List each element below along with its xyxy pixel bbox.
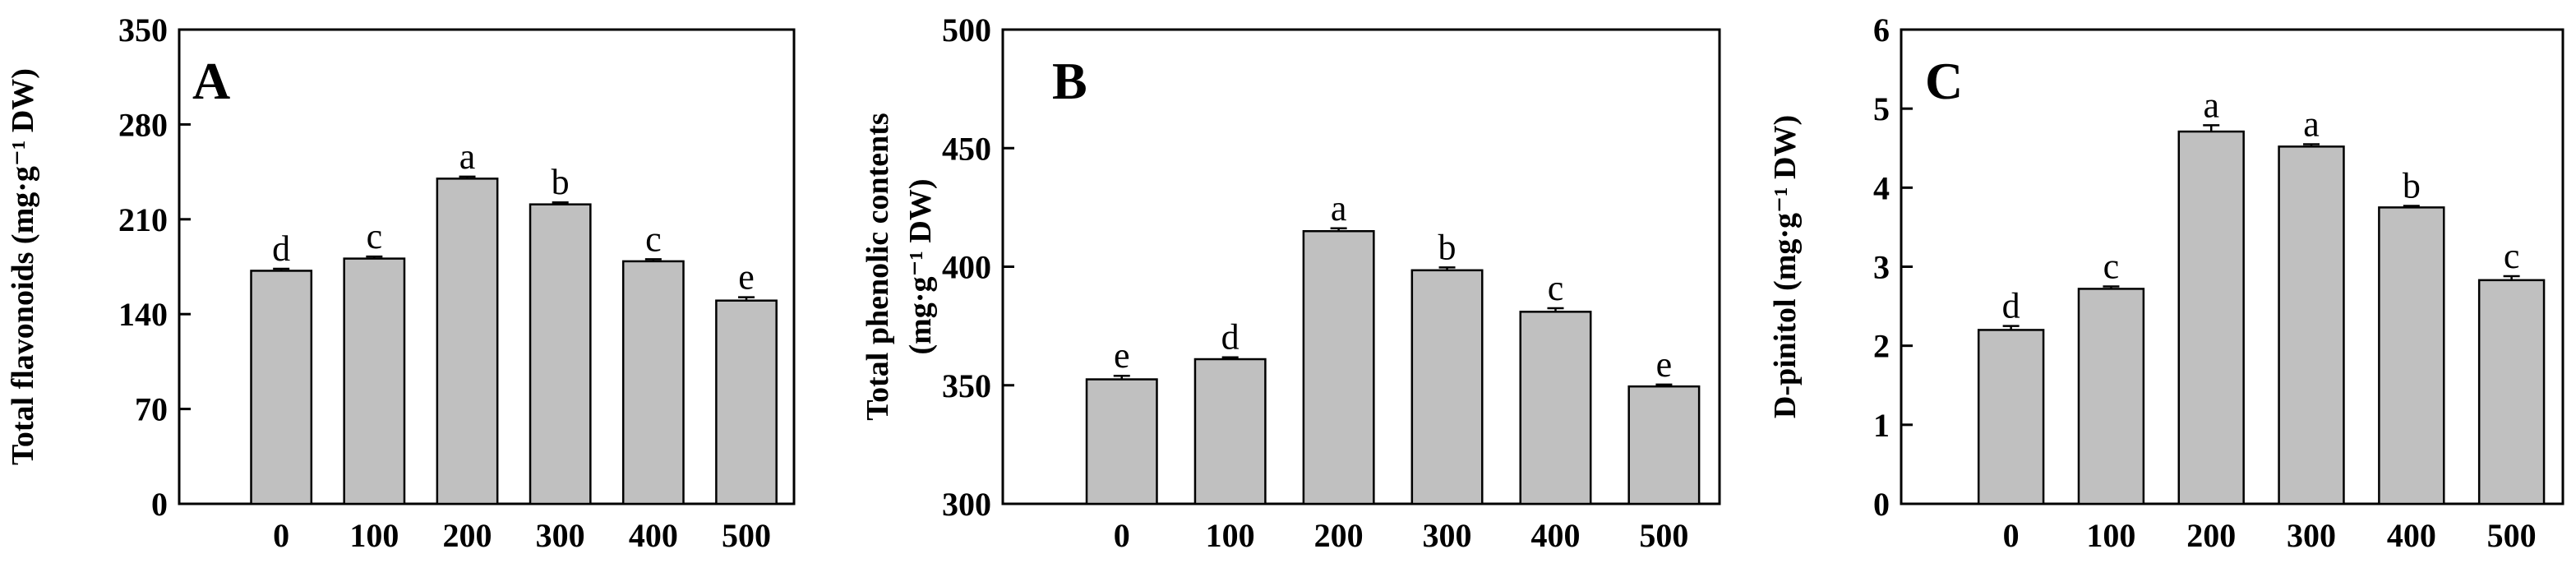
y-tick-label: 400	[942, 249, 991, 286]
y-tick-label: 3	[1873, 249, 1890, 286]
y-tick-label: 0	[151, 486, 168, 523]
significance-letter: e	[1114, 335, 1130, 376]
panel-b: 300 350 400 450 500 Total phenolic contents (m…	[861, 12, 1721, 554]
panel-label-c: C	[1925, 52, 1963, 110]
significance-letter: d	[272, 228, 290, 269]
bar-0	[1085, 378, 1158, 505]
y-tick-label: 0	[1873, 486, 1890, 523]
bar-300	[1410, 269, 1484, 505]
significance-letter: d	[1221, 317, 1240, 358]
x-tick-label: 300	[536, 517, 585, 554]
plot-area-b: 300 350 400 450 500 Total phenolic contents (m…	[861, 12, 1721, 554]
y-tick-label: 350	[942, 367, 991, 404]
significance-letter: a	[459, 136, 476, 177]
significance-letter: a	[2303, 104, 2320, 144]
bar-100	[1193, 358, 1267, 505]
panel-label-b: B	[1052, 52, 1087, 110]
significance-letter: c	[2504, 236, 2520, 276]
y-axis-label: (mg·g⁻¹ DW)	[903, 178, 938, 354]
bar-300	[529, 203, 592, 505]
y-tick-label: 70	[135, 391, 168, 428]
significance-letter: b	[2403, 165, 2421, 205]
y-tick-label: 140	[118, 296, 168, 333]
x-tick-label: 100	[1206, 517, 1255, 554]
x-tick-label: 400	[2387, 517, 2436, 554]
x-tick-label: 100	[349, 517, 399, 554]
panel-a: 0 70 140 210 280 350 Total flavonoids (mg·g⁻¹ …	[6, 12, 796, 554]
bar-300	[2278, 145, 2345, 505]
bar-0	[250, 270, 313, 505]
significance-letter: c	[1548, 268, 1564, 308]
y-tick-label: 4	[1873, 169, 1890, 206]
bar-400	[621, 260, 685, 505]
plot-area-c: 0 1 2 3 4 5 6 D-pinitol (mg·g⁻¹ DW) d 0 c 100 a 200 a 3…	[1768, 12, 2564, 554]
y-tick-label: 1	[1873, 407, 1890, 444]
significance-letter: b	[1438, 227, 1457, 267]
x-tick-label: 0	[273, 517, 289, 554]
x-tick-label: 200	[2186, 517, 2236, 554]
x-tick-label: 200	[1314, 517, 1364, 554]
bar-0	[1977, 329, 2045, 505]
bar-400	[1519, 311, 1592, 505]
x-tick-label: 500	[2487, 517, 2537, 554]
significance-letter: b	[552, 162, 570, 202]
bar-400	[2378, 206, 2445, 505]
y-tick-label: 280	[118, 106, 168, 143]
x-tick-label: 400	[1530, 517, 1580, 554]
y-tick-label: 210	[118, 201, 168, 238]
bar-100	[2077, 288, 2145, 505]
y-tick-label: 350	[118, 12, 168, 48]
x-tick-label: 500	[1639, 517, 1688, 554]
x-tick-label: 400	[629, 517, 678, 554]
y-tick-label: 2	[1873, 328, 1890, 365]
significance-letter: a	[1331, 188, 1347, 228]
bar-200	[436, 178, 499, 505]
y-tick-label: 5	[1873, 90, 1890, 127]
significance-letter: e	[738, 257, 755, 298]
panel-c: 0 1 2 3 4 5 6 D-pinitol (mg·g⁻¹ DW) d 0 c 100 a 200 a 3…	[1768, 12, 2564, 554]
bar-500	[1627, 385, 1701, 505]
significance-letter: c	[2103, 247, 2120, 287]
y-tick-label: 6	[1873, 12, 1890, 48]
x-tick-label: 300	[1423, 517, 1472, 554]
y-tick-label: 450	[942, 130, 991, 167]
bar-100	[343, 257, 406, 505]
x-tick-label: 0	[2003, 517, 2020, 554]
bar-200	[1302, 229, 1375, 505]
x-tick-label: 300	[2287, 517, 2336, 554]
significance-letter: c	[645, 219, 662, 259]
y-axis-label: Total flavonoids (mg·g⁻¹ DW)	[6, 68, 40, 465]
x-tick-label: 200	[443, 517, 492, 554]
significance-letter: d	[2002, 286, 2020, 326]
x-tick-label: 500	[722, 517, 771, 554]
y-tick-label: 500	[942, 12, 991, 48]
bar-200	[2177, 130, 2245, 505]
significance-letter: a	[2203, 85, 2219, 125]
significance-letter: c	[367, 216, 383, 256]
panel-label-a: A	[192, 52, 230, 110]
x-tick-label: 0	[1114, 517, 1130, 554]
y-axis-label: D-pinitol (mg·g⁻¹ DW)	[1768, 115, 1803, 418]
y-axis-label: Total phenolic contents	[861, 113, 895, 420]
bar-500	[715, 299, 778, 505]
x-tick-label: 100	[2086, 517, 2135, 554]
y-tick-label: 300	[942, 486, 991, 523]
significance-letter: e	[1656, 344, 1673, 385]
plot-area-a: 0 70 140 210 280 350 Total flavonoids (mg·g⁻¹ …	[6, 12, 796, 554]
bar-500	[2477, 279, 2546, 505]
